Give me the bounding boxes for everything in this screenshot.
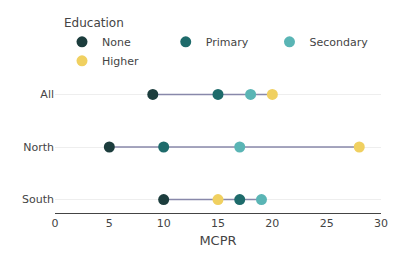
svg-text:Secondary: Secondary — [309, 36, 368, 49]
svg-text:25: 25 — [320, 217, 334, 230]
svg-text:Higher: Higher — [102, 55, 139, 68]
svg-text:5: 5 — [106, 217, 113, 230]
svg-text:0: 0 — [52, 217, 59, 230]
svg-text:North: North — [23, 141, 54, 154]
svg-text:None: None — [102, 36, 131, 49]
svg-text:MCPR: MCPR — [199, 233, 236, 248]
svg-text:10: 10 — [157, 217, 171, 230]
svg-text:South: South — [22, 193, 54, 206]
svg-text:Education: Education — [64, 16, 124, 30]
svg-text:30: 30 — [374, 217, 388, 230]
svg-text:All: All — [40, 88, 54, 101]
svg-text:20: 20 — [265, 217, 279, 230]
svg-text:15: 15 — [211, 217, 225, 230]
svg-text:Primary: Primary — [206, 36, 249, 49]
